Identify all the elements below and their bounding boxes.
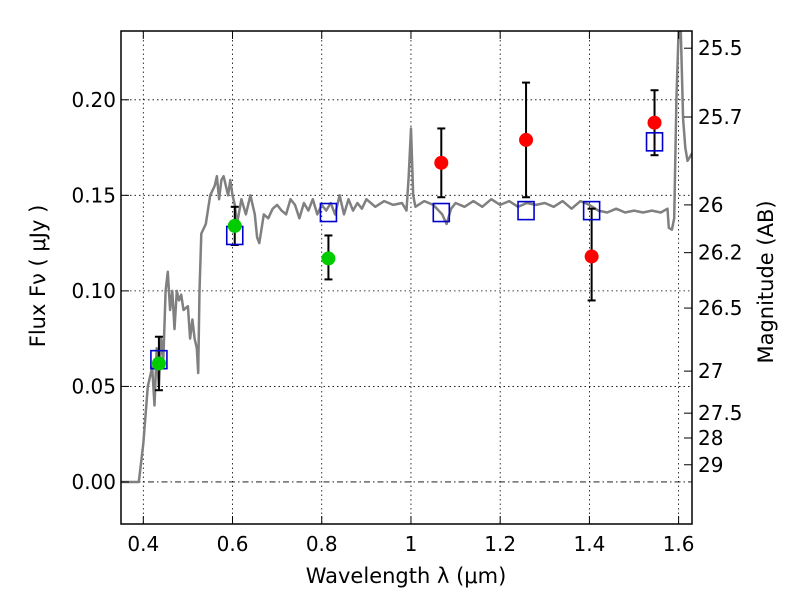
x-tick-label: 0.6 [217, 532, 249, 556]
red-data-point [434, 155, 449, 170]
x-tick-label: 1.6 [663, 532, 695, 556]
tick-marks: 0.4 0.6 0.8 1 1.2 1.4 1.6 0.00 0.05 0.10 0.15 0.20 2… [71, 31, 743, 556]
y-tick-label: 0.20 [71, 88, 116, 112]
y-axis-label: Flux Fν ( μJy ) [26, 205, 50, 348]
spectrum-line [121, 31, 692, 484]
model-square-marker [517, 200, 535, 221]
right-axis-label: Magnitude (AB) [754, 200, 778, 363]
spectrum-layer [121, 31, 692, 484]
grid-lines [121, 31, 692, 524]
red-data-point [647, 115, 662, 130]
right-tick-label: 29 [698, 453, 723, 477]
x-tick-label: 1 [405, 532, 418, 556]
y-tick-label: 0.15 [71, 183, 116, 207]
right-tick-label: 28 [698, 426, 723, 450]
y-tick-label: 0.10 [71, 279, 116, 303]
plot-frame [120, 30, 693, 525]
green-data-point [151, 356, 166, 371]
right-tick-label: 26.5 [698, 296, 743, 320]
right-tick-label: 27.5 [698, 401, 743, 425]
model-square-marker [582, 200, 601, 221]
red-data-point [584, 249, 599, 264]
right-tick-label: 25.5 [698, 36, 743, 60]
right-tick-label: 27 [698, 359, 723, 383]
y-tick-label: 0.05 [71, 374, 116, 398]
green-data-point [227, 218, 242, 233]
right-tick-label: 25.7 [698, 105, 743, 129]
x-tick-label: 0.8 [306, 532, 338, 556]
red-data-point [519, 132, 534, 147]
error-bar-layer [154, 81, 659, 392]
y-tick-label: 0.00 [71, 470, 116, 494]
x-tick-label: 1.4 [573, 532, 605, 556]
model-square-marker [319, 202, 338, 223]
right-tick-label: 26.2 [698, 241, 743, 265]
right-tick-label: 26 [698, 193, 723, 217]
x-tick-label: 0.4 [127, 532, 159, 556]
model-square-marker [645, 132, 664, 152]
model-square-marker [432, 202, 451, 223]
x-axis-label: Wavelength λ (μm) [306, 564, 507, 588]
green-data-point [321, 251, 336, 266]
x-tick-label: 1.2 [484, 532, 516, 556]
marker-layer [150, 115, 664, 371]
